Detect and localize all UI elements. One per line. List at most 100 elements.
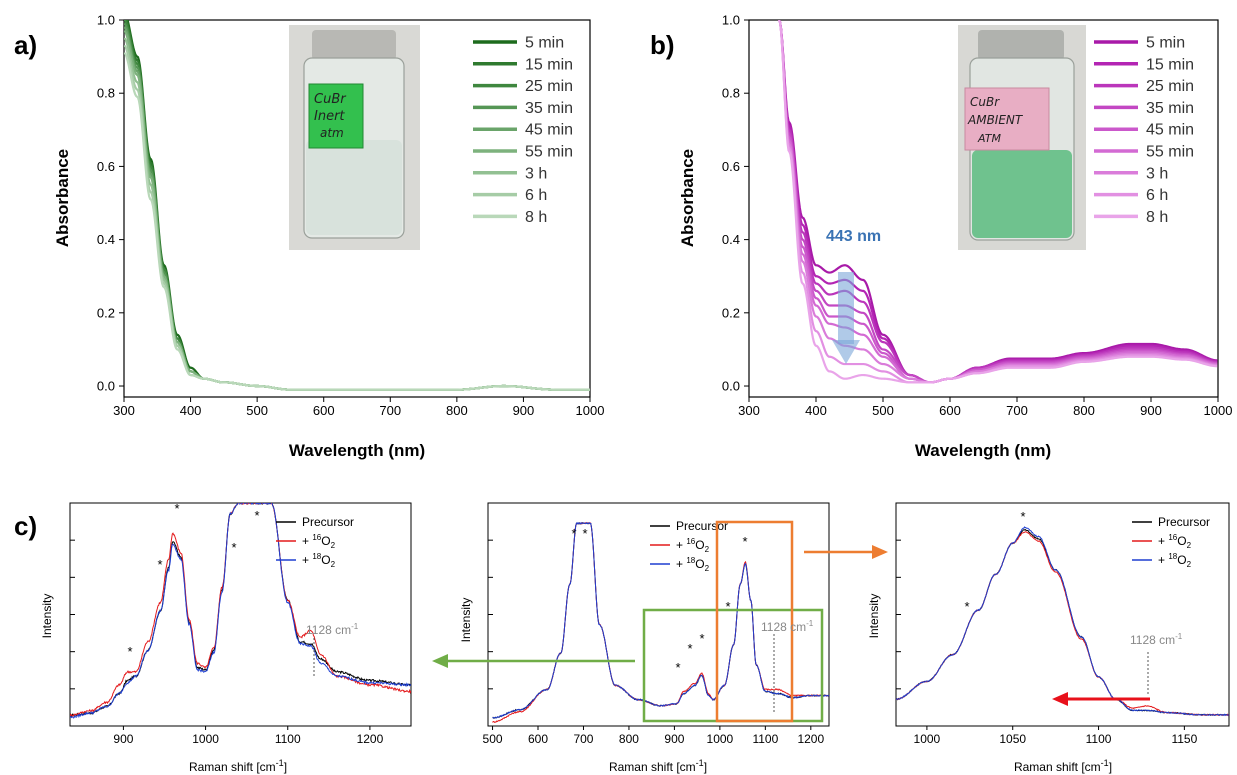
- panel-b-vial-label-line1: CuBr: [970, 95, 1000, 109]
- panel-b: 300 400 500 600 700 800 900 1000 0.00.20.40.60.…: [678, 13, 1232, 461]
- panel-a-x-tick-label: 1000: [576, 403, 605, 418]
- panel-c-left-x-axis-title: Raman shift [cm-1]: [189, 758, 287, 774]
- panel-c-middle-y-ticks: [488, 539, 493, 690]
- panel-c-right-x-ticks: 1000 1050 1100 1150: [914, 726, 1198, 746]
- panel-c-middle-x-tick-label: 900: [664, 732, 684, 746]
- panel-c-right-x-tick-label: 1050: [999, 732, 1026, 746]
- panel-c-right-peak-stars: **: [964, 509, 1025, 614]
- panel-b-x-ticks: 300 400 500 600 700 800 900 1000: [738, 397, 1232, 418]
- panel-c-middle-x-tick-label: 500: [483, 732, 503, 746]
- panel-c-middle-peak-star: *: [675, 660, 680, 675]
- panel-c-left-y-ticks: [70, 539, 75, 690]
- panel-c-right-legend: Precursor + 16O2 + 18O2: [1132, 515, 1210, 569]
- panel-b-vial-label-line2: AMBIENT: [967, 113, 1024, 127]
- panel-b-legend-label: 3 h: [1146, 165, 1168, 182]
- panel-c-middle-x-axis-title: Raman shift [cm-1]: [609, 758, 707, 774]
- panel-c-right-series-line: [896, 526, 1229, 717]
- panel-b-legend-label: 8 h: [1146, 209, 1168, 226]
- panel-a-legend-label: 5 min: [525, 35, 564, 52]
- panel-c-middle-peak-star: *: [582, 526, 587, 541]
- panel-c-left-x-ticks: 900 1000 1100 1200: [113, 726, 384, 746]
- panel-b-x-tick-label: 600: [939, 403, 961, 418]
- panel-c-middle-peak-star: *: [687, 641, 692, 656]
- panel-c-middle-frame: [487, 502, 830, 727]
- panel-b-x-tick-label: 1000: [1204, 403, 1233, 418]
- panel-b-y-tick-label: 0.2: [722, 305, 740, 320]
- panel-c-right-red-arrow-head: [1052, 692, 1068, 706]
- panel-a-vial-liquid: [306, 140, 402, 235]
- panel-b-x-axis-title: Wavelength (nm): [915, 441, 1051, 460]
- panel-a-letter: a): [14, 30, 37, 60]
- panel-c-right: 1000 1050 1100 1150 Raman shift [cm-1] Inte…: [867, 502, 1230, 774]
- panel-c-middle-series-line: [492, 521, 829, 719]
- panel-c-middle-peak-star: *: [725, 599, 730, 614]
- panel-a-legend-label: 55 min: [525, 144, 573, 161]
- panel-a-legend-label: 15 min: [525, 56, 573, 73]
- panel-c-middle-orange-zoom-box: [715, 520, 794, 723]
- panel-c-left-series-line: [70, 503, 411, 717]
- panel-a-y-axis-title: Absorbance: [53, 149, 72, 247]
- panel-c-middle-x-tick-label: 800: [619, 732, 639, 746]
- panel-b-x-tick-label: 900: [1140, 403, 1162, 418]
- panel-c-middle-legend-label: + 18O2: [676, 556, 710, 573]
- panel-b-legend-label: 15 min: [1146, 56, 1194, 73]
- panel-b-x-tick-label: 700: [1006, 403, 1028, 418]
- panel-c-letter: c): [14, 511, 37, 541]
- panel-a-curves: [124, 20, 590, 391]
- panel-c-right-legend-label: Precursor: [1158, 515, 1210, 529]
- panel-b-plot-frame: [748, 19, 1219, 398]
- panel-a-legend-label: 45 min: [525, 122, 573, 139]
- panel-c-right-y-axis-title: Intensity: [867, 594, 881, 639]
- panel-a-y-tick-label: 0.6: [97, 159, 115, 174]
- panel-b-peak-annotation: 443 nm: [826, 228, 881, 245]
- panel-a-legend-label: 35 min: [525, 100, 573, 117]
- panel-c-left-1128-label: 1128 cm-1: [306, 622, 359, 637]
- panel-a-series-line: [124, 51, 590, 391]
- panel-a-x-tick-label: 500: [246, 403, 268, 418]
- panel-b-y-axis-title: Absorbance: [678, 149, 697, 247]
- panel-b-vial-label-line3: ATM: [977, 132, 1001, 145]
- panel-c-left-legend-label: + 16O2: [302, 533, 336, 550]
- panel-a-y-tick-label: 0.2: [97, 305, 115, 320]
- panel-c-right-legend-label: + 16O2: [1158, 533, 1192, 550]
- panel-a-x-axis-title: Wavelength (nm): [289, 441, 425, 460]
- panel-a-y-ticks: 0.0 0.2 0.4 0.6 0.8 1.0: [97, 13, 124, 394]
- panel-b-legend: 5 min 15 min 25 min 35 min 45 min 55 min 3 h 6 …: [1094, 35, 1194, 226]
- panel-c-middle-curves: [492, 521, 829, 723]
- panel-a-legend-label: 6 h: [525, 187, 547, 204]
- panel-c-left-legend-label: Precursor: [302, 515, 354, 529]
- panel-a-plot-frame: [123, 19, 591, 398]
- panel-c-right-y-ticks: [896, 539, 901, 690]
- panel-c-right-x-tick-label: 1150: [1171, 732, 1197, 746]
- panel-c-middle-x-tick-label: 1200: [797, 732, 824, 746]
- panel-c-right-x-axis-title: Raman shift [cm-1]: [1014, 758, 1112, 774]
- panel-c-left-x-tick-label: 1200: [357, 732, 384, 746]
- green-connector-arrowhead: [432, 654, 448, 668]
- panel-c-middle-1128-label: 1128 cm-1: [761, 619, 814, 634]
- panel-b-x-tick-label: 500: [872, 403, 894, 418]
- panel-c-middle-x-tick-label: 1000: [707, 732, 734, 746]
- panel-b-vial-cap: [978, 30, 1064, 60]
- panel-b-y-tick-label: 1.0: [722, 13, 740, 28]
- orange-connector-arrowhead: [872, 545, 888, 559]
- panel-c-right-peak-star: *: [1020, 509, 1025, 524]
- panel-c-left-peak-star: *: [231, 540, 236, 555]
- panel-c-right-x-tick-label: 1100: [1086, 732, 1112, 746]
- panel-a-y-tick-label: 0.8: [97, 86, 115, 101]
- panel-b-arrow-head: [832, 340, 860, 364]
- panel-c-right-peak-star: *: [964, 599, 969, 614]
- panel-c-middle-y-axis-title: Intensity: [459, 598, 473, 643]
- panel-a-x-tick-label: 400: [180, 403, 202, 418]
- panel-c-left-y-axis-title: Intensity: [40, 594, 54, 639]
- panel-b-decrease-arrow: [832, 272, 860, 364]
- panel-c-middle-x-tick-label: 600: [528, 732, 548, 746]
- panel-b-legend-label: 6 h: [1146, 187, 1168, 204]
- panel-b-series-line: [778, 20, 1218, 384]
- panel-c-green-connector-arrow: [432, 654, 635, 668]
- panel-b-legend-label: 35 min: [1146, 100, 1194, 117]
- panel-c-left-peak-star: *: [254, 508, 259, 523]
- panel-c-middle-legend-label: + 16O2: [676, 537, 710, 554]
- panel-b-y-tick-label: 0.6: [722, 159, 740, 174]
- panel-b-curves: [778, 20, 1218, 384]
